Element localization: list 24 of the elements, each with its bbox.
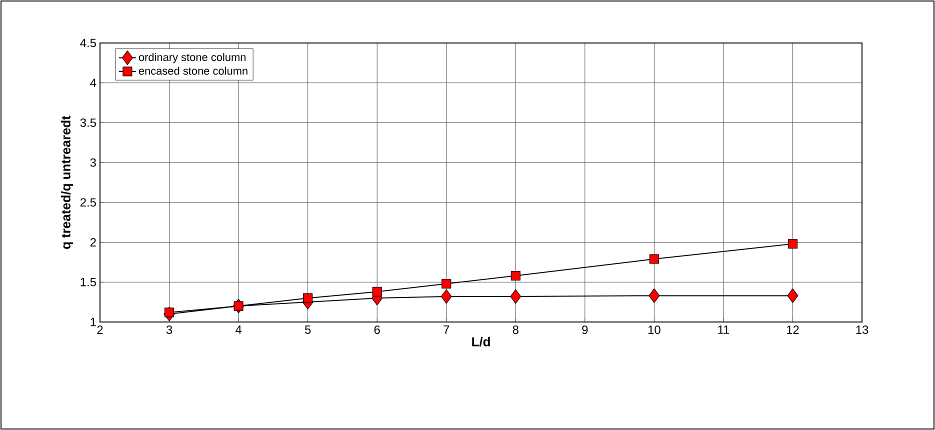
y-tick-label: 1: [90, 318, 96, 326]
y-tick-label: 4.5: [80, 38, 96, 48]
y-tick-label: 4: [90, 78, 96, 87]
x-tick-label: 4: [236, 326, 242, 334]
x-tick-label: 5: [304, 326, 311, 334]
x-tick-label: 6: [374, 326, 380, 334]
legend-label: ordinary stone column: [138, 53, 246, 64]
x-tick-label: 13: [856, 326, 868, 334]
x-tick-label: 2: [97, 326, 103, 334]
x-tick-label: 3: [166, 326, 172, 334]
x-tick-label: 12: [787, 326, 799, 334]
x-tick-label: 11: [718, 326, 730, 334]
y-tick-label: 3: [90, 158, 96, 167]
y-axis-title: q treated/q untrearedt: [60, 116, 74, 249]
y-tick-label: 2: [90, 238, 96, 246]
y-tick-label: 3.5: [80, 118, 96, 127]
x-axis-title: L/d: [472, 336, 490, 346]
x-tick-label: 8: [512, 326, 518, 334]
y-tick-label: 2.5: [80, 198, 96, 207]
x-tick-label: 9: [582, 326, 588, 334]
x-tick-label: 7: [444, 326, 450, 334]
x-tick-label: 10: [648, 326, 660, 334]
legend-label: encased stone column: [138, 66, 248, 75]
y-tick-label: 1.5: [80, 278, 96, 286]
